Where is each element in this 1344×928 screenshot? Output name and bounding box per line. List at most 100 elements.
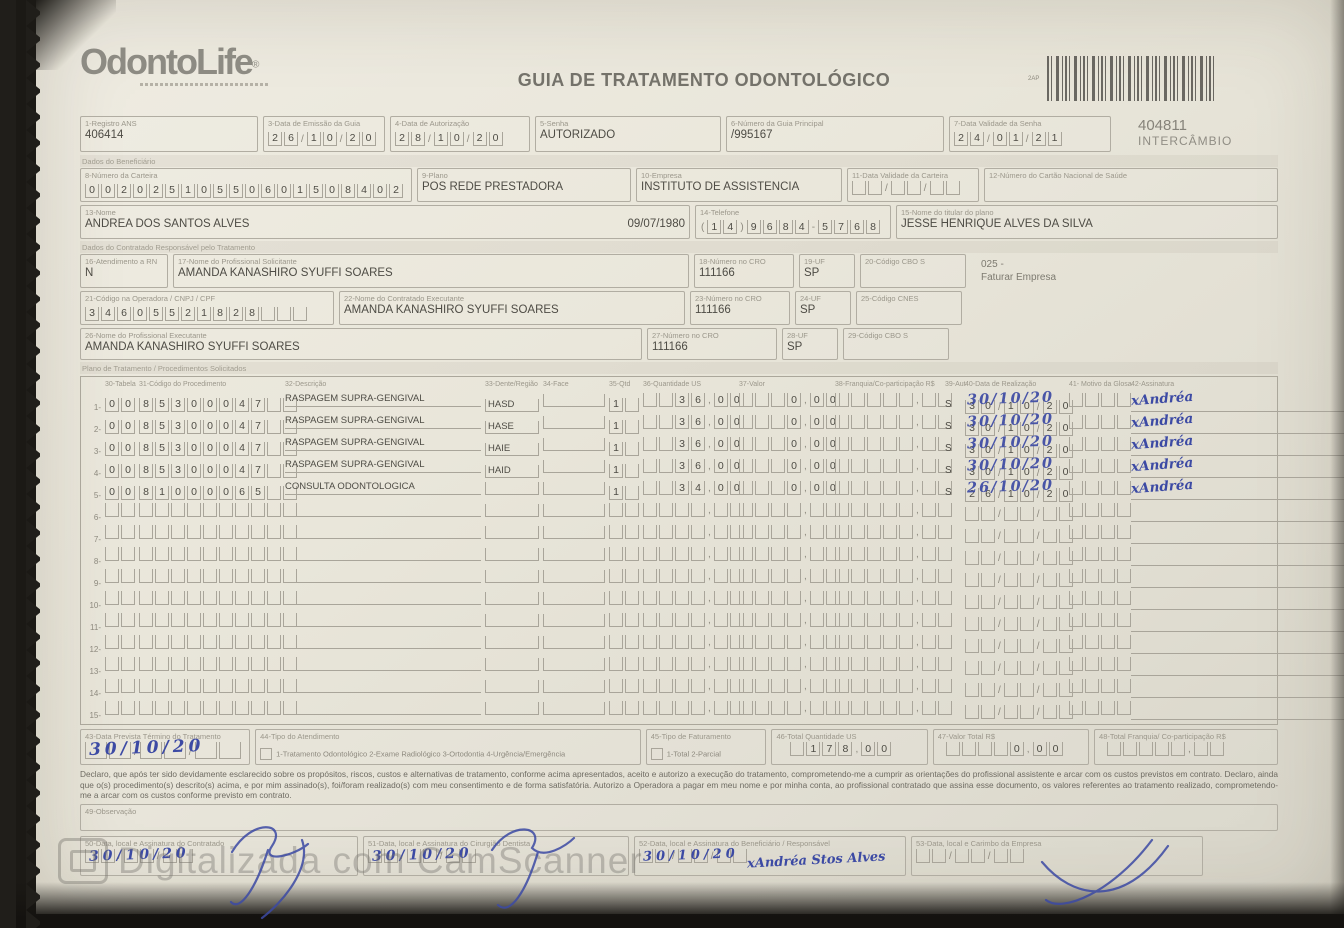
col-glosa [1069, 414, 1131, 434]
handwritten-date: 30/10/20 [966, 388, 1055, 409]
col-franquia: , [835, 634, 952, 654]
beneficiary-name: ANDREA DOS SANTOS ALVES [85, 218, 250, 230]
col-glosa [1069, 502, 1131, 522]
handwritten-signature: xAndréa [1130, 476, 1194, 498]
col-qus: , [643, 568, 744, 588]
col-tabela [105, 524, 135, 544]
col-qtd: 1 [609, 416, 639, 434]
col-descricao: RASPAGEM SUPRA-GENGIVAL [285, 414, 481, 434]
guide-number-block: 404811 INTERCÂMBIO [1116, 116, 1232, 152]
col-dente: HASE [485, 416, 539, 434]
section-plan: Plano de Tratamento / Procedimentos Soli… [80, 362, 1278, 374]
field-empresa: 10-Empresa INSTITUTO DE ASSISTENCIA [636, 168, 842, 202]
col-n: 15- [89, 711, 101, 720]
col-franquia: , [835, 414, 952, 434]
field-uf-prof-executante: 28-UF SP [782, 328, 838, 360]
col-valor: , [739, 700, 840, 720]
barcode-tag: 2AP [1028, 75, 1040, 82]
field-cbo-solicitante: 20-Código CBO S [860, 254, 966, 288]
col-data: 3 0/1 0/2 0 30/10/20 [965, 432, 1073, 458]
col-data: / / [965, 616, 1073, 632]
field-telefone: 14-Telefone (1 4) 9 6 8 4-5 7 6 8 [695, 205, 891, 239]
col-codigo [139, 612, 297, 632]
col-dente [485, 526, 539, 544]
col-data: / / [965, 682, 1073, 698]
col-franquia: , [835, 436, 952, 456]
col-n: 13- [89, 667, 101, 676]
col-descricao [285, 568, 481, 588]
col-qus: , [643, 590, 744, 610]
section-provider: Dados do Contratado Responsável pelo Tra… [80, 241, 1278, 253]
col-data: / / [965, 660, 1073, 676]
col-descricao [285, 700, 481, 720]
odontolife-logo: OdontoLife® [80, 44, 380, 86]
col-valor: , [739, 678, 840, 698]
col-glosa [1069, 678, 1131, 698]
col-n: 8- [93, 557, 101, 566]
col-qus: , [643, 634, 744, 654]
col-valor: , [739, 590, 840, 610]
col-n: 6- [93, 513, 101, 522]
col-descricao: RASPAGEM SUPRA-GENGIVAL [285, 436, 481, 456]
col-franquia: , [835, 590, 952, 610]
section-beneficiary: Dados do Beneficiário [80, 155, 1278, 167]
field-registro-ans: 1-Registro ANS 406414 [80, 116, 258, 152]
col-qtd [609, 634, 639, 654]
col-descricao [285, 502, 481, 522]
col-codigo [139, 656, 297, 676]
col-dente [485, 548, 539, 566]
col-qus: , [643, 502, 744, 522]
col-glosa [1069, 612, 1131, 632]
col-codigo [139, 546, 297, 566]
photo-corner-shadow [36, 0, 116, 70]
field-data-emissao: 3-Data de Emissão da Guia 2 6/1 0/2 0 [263, 116, 385, 152]
treatment-row: 9-,,, / / [85, 566, 1344, 588]
col-glosa [1069, 700, 1131, 720]
col-descricao [285, 634, 481, 654]
col-dente [485, 482, 539, 500]
field-tipo-faturamento: 45-Tipo de Faturamento 1-Total 2-Parcial [645, 729, 767, 765]
col-data: / / [965, 550, 1073, 566]
col-glosa [1069, 436, 1131, 456]
col-tabela [105, 634, 135, 654]
col-assinatura [1131, 615, 1344, 632]
field-validade-carteira: 11-Data Validade da Carteira / / [847, 168, 979, 202]
col-qtd: 1 [609, 482, 639, 500]
col-descricao: RASPAGEM SUPRA-GENGIVAL [285, 458, 481, 478]
col-valor: , [739, 524, 840, 544]
col-aut: S [945, 443, 952, 454]
handwritten-date: 30/10/20 [966, 432, 1055, 453]
row-provider-1: 16-Atendimento a RN N 17-Nome do Profiss… [80, 254, 1278, 288]
col-data: / / [965, 638, 1073, 654]
col-face [543, 614, 605, 632]
col-dente [485, 592, 539, 610]
field-profissional-executante: 26-Nome do Profissional Executante AMAND… [80, 328, 642, 360]
col-data: / / [965, 704, 1073, 720]
handwritten-signature: xAndréa [1130, 410, 1194, 432]
col-face [543, 592, 605, 610]
col-glosa [1069, 568, 1131, 588]
col-assinatura: xAndréa [1131, 455, 1344, 478]
col-data: 3 0/1 0/2 0 30/10/20 [965, 410, 1073, 436]
col-valor: , [739, 546, 840, 566]
treatment-row: 7-,,, / / [85, 522, 1344, 544]
registered-mark: ® [251, 59, 260, 71]
col-qtd: 1 [609, 394, 639, 412]
col-n: 14- [89, 689, 101, 698]
col-tabela [105, 700, 135, 720]
field-total-franquia: 48-Total Franquia/ Co-participação R$ , [1094, 729, 1278, 765]
col-descricao [285, 612, 481, 632]
treatment-row: 3- 0 0 8 5 3 0 0 0 4 7 RASPAGEM SUPRA-GENGIVAL HAIE 1… [85, 432, 1344, 458]
billing-note: 025 - Faturar Empresa [981, 259, 1057, 283]
treatment-row: 4- 0 0 8 5 3 0 0 0 4 7 RASPAGEM SUPRA-GENGIVAL HAID 1… [85, 454, 1344, 480]
